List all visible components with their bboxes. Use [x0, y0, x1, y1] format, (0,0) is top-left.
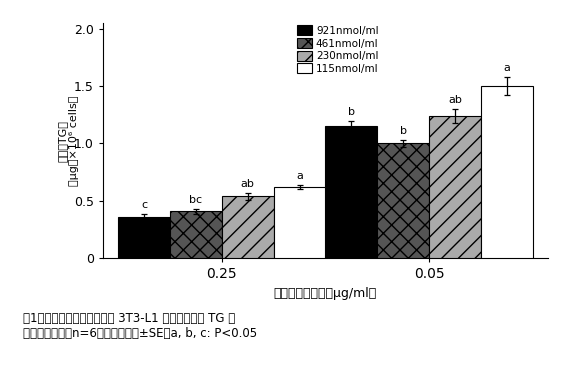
Bar: [429, 116, 481, 258]
Bar: [170, 211, 222, 258]
X-axis label: インスリン濃度（μg/ml）: インスリン濃度（μg/ml）: [274, 287, 377, 300]
Legend: 921nmol/ml, 461nmol/ml, 230nmol/ml, 115nmol/ml: 921nmol/ml, 461nmol/ml, 230nmol/ml, 115n…: [295, 23, 381, 76]
Text: b: b: [400, 126, 407, 136]
Text: c: c: [141, 200, 147, 210]
Text: a: a: [503, 63, 510, 73]
Bar: [274, 187, 325, 258]
Y-axis label: 細胞内TG量
（μg／×10⁶ cells）: 細胞内TG量 （μg／×10⁶ cells）: [58, 95, 79, 186]
Bar: [118, 217, 170, 258]
Text: bc: bc: [190, 195, 203, 205]
Bar: [325, 126, 377, 258]
Text: ab: ab: [448, 95, 462, 105]
Text: a: a: [296, 171, 303, 181]
Bar: [481, 86, 533, 258]
Text: ab: ab: [241, 179, 255, 189]
Text: b: b: [348, 107, 355, 117]
Text: 図1　培地中のリジン濃度が 3T3-L1 細胞の細胞内 TG 量
に及ぼす影響（n=6）　　平均値±SE、a, b, c: P<0.05: 図1 培地中のリジン濃度が 3T3-L1 細胞の細胞内 TG 量 に及ぼす影響（…: [23, 312, 257, 340]
Bar: [222, 196, 274, 258]
Bar: [377, 144, 429, 258]
